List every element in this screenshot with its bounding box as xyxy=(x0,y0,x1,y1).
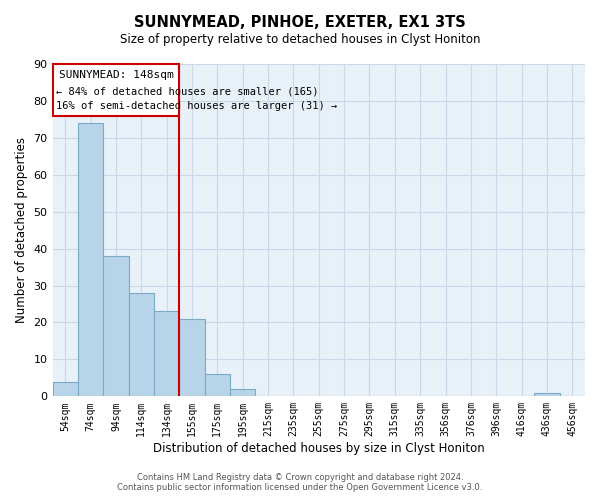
Bar xyxy=(230,389,256,396)
Bar xyxy=(103,256,128,396)
FancyBboxPatch shape xyxy=(53,64,179,116)
Text: SUNNYMEAD: 148sqm: SUNNYMEAD: 148sqm xyxy=(59,70,173,80)
Text: Contains HM Land Registry data © Crown copyright and database right 2024.
Contai: Contains HM Land Registry data © Crown c… xyxy=(118,473,482,492)
Y-axis label: Number of detached properties: Number of detached properties xyxy=(15,137,28,323)
Text: ← 84% of detached houses are smaller (165): ← 84% of detached houses are smaller (16… xyxy=(56,86,319,97)
Bar xyxy=(128,293,154,397)
Bar xyxy=(78,123,103,396)
X-axis label: Distribution of detached houses by size in Clyst Honiton: Distribution of detached houses by size … xyxy=(153,442,485,455)
Text: Size of property relative to detached houses in Clyst Honiton: Size of property relative to detached ho… xyxy=(120,32,480,46)
Bar xyxy=(53,382,78,396)
Bar xyxy=(179,319,205,396)
Text: SUNNYMEAD, PINHOE, EXETER, EX1 3TS: SUNNYMEAD, PINHOE, EXETER, EX1 3TS xyxy=(134,15,466,30)
Bar xyxy=(154,312,179,396)
Text: 16% of semi-detached houses are larger (31) →: 16% of semi-detached houses are larger (… xyxy=(56,102,338,112)
Bar xyxy=(534,392,560,396)
Bar xyxy=(205,374,230,396)
